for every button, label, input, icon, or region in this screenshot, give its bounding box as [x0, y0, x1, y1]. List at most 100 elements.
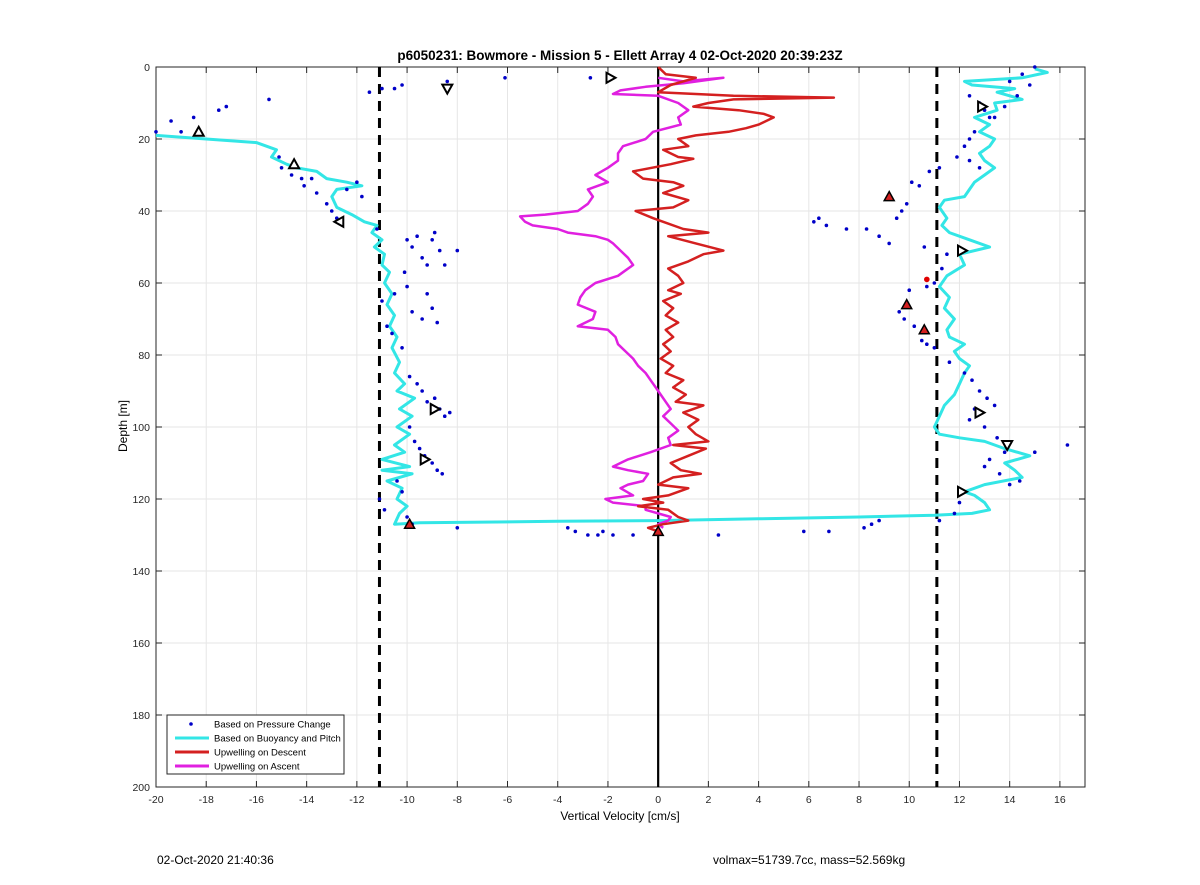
pressure-point: [967, 158, 972, 163]
pressure-point: [937, 166, 942, 170]
pressure-point: [430, 238, 434, 242]
legend-box: [166, 714, 345, 775]
pressure-point: [588, 76, 593, 80]
pressure-point: [962, 144, 967, 148]
pressure-point: [812, 220, 816, 224]
pressure-point: [982, 425, 987, 429]
pressure-point: [631, 533, 635, 537]
hollow-triangle-marker: [957, 243, 970, 258]
pressure-point: [982, 464, 987, 469]
hollow-triangle-marker: [440, 83, 454, 96]
y-tick-label: 60: [138, 278, 150, 290]
pressure-point: [447, 410, 452, 415]
pressure-point: [302, 184, 306, 188]
pressure-point: [400, 83, 404, 87]
legend-swatch-point: [189, 722, 193, 726]
pressure-point: [377, 497, 382, 501]
pressure-point: [345, 187, 349, 192]
pressure-point: [1002, 104, 1007, 109]
pressure-point: [887, 241, 891, 246]
pressure-point: [299, 176, 304, 181]
red-point-marker: [924, 276, 930, 283]
pressure-point: [415, 382, 419, 386]
pressure-point: [925, 342, 929, 347]
y-tick-label: 180: [132, 710, 150, 722]
pressure-point: [997, 472, 1002, 476]
x-tick-label: -14: [299, 794, 314, 806]
pressure-point: [324, 202, 329, 206]
pressure-point: [907, 288, 912, 293]
pressure-point: [382, 508, 387, 512]
pressure-point: [877, 518, 881, 523]
x-tick-label: 14: [1004, 794, 1016, 806]
descent-line: [631, 66, 836, 533]
legend: Based on Pressure Change Based on Buoyanc…: [166, 714, 345, 775]
pressure-point: [400, 346, 404, 350]
pressure-point: [442, 414, 447, 419]
pressure-point: [400, 490, 404, 494]
x-tick-label: -8: [453, 794, 462, 806]
pressure-point: [611, 533, 615, 537]
pressure-point: [985, 396, 989, 401]
pressure-point: [375, 227, 379, 231]
pressure-point: [435, 320, 440, 325]
pressure-point: [955, 155, 959, 159]
pressure-point: [827, 529, 831, 534]
pressure-point: [932, 281, 937, 285]
pressure-point: [947, 360, 952, 365]
pressure-point: [1032, 65, 1037, 69]
y-tick-label: 20: [138, 134, 150, 146]
hollow-triangle-marker: [429, 402, 442, 416]
pressure-point: [455, 526, 460, 530]
plot-frame: [155, 66, 1086, 788]
pressure-point: [405, 284, 409, 289]
pressure-point: [154, 130, 158, 134]
pressure-point: [440, 472, 445, 476]
pressure-point: [191, 115, 196, 120]
legend-label: Upwelling on Ascent: [214, 762, 300, 773]
pressure-point: [1007, 482, 1012, 487]
y-tick-label: 100: [132, 422, 150, 434]
y-axis-label: Depth [m]: [116, 400, 130, 452]
pressure-point: [309, 176, 314, 181]
pressure-point: [367, 90, 372, 94]
pressure-point: [801, 529, 806, 534]
pressure-point: [1027, 83, 1032, 87]
hollow-triangle-marker: [287, 157, 301, 170]
pressure-point: [425, 292, 429, 296]
marker-layer: [154, 65, 1070, 537]
filled-triangle-marker: [918, 323, 931, 335]
y-tick-label: 140: [132, 566, 150, 578]
pressure-point: [437, 248, 442, 253]
hollow-triangle-marker: [1000, 440, 1014, 453]
hollow-triangle-marker: [974, 405, 987, 420]
pressure-point: [405, 515, 409, 519]
pressure-point: [565, 526, 570, 530]
x-tick-label: -18: [199, 794, 214, 806]
filled-triangle-marker: [900, 298, 913, 310]
hollow-triangle-marker: [192, 124, 206, 137]
pressure-point: [902, 317, 907, 321]
pressure-point: [992, 403, 997, 408]
pressure-point: [817, 216, 821, 220]
pressure-point: [967, 137, 972, 141]
pressure-point: [432, 230, 437, 235]
pressure-point: [267, 97, 271, 102]
pressure-point: [970, 378, 974, 383]
pressure-point: [169, 119, 173, 123]
x-tick-label: -12: [349, 794, 364, 806]
pressure-point: [417, 446, 422, 451]
x-tick-label: -16: [249, 794, 264, 806]
pressure-point: [355, 180, 359, 184]
x-tick-label: -10: [399, 794, 414, 806]
pressure-point: [925, 284, 929, 289]
pressure-point: [360, 194, 364, 199]
pressure-point: [824, 223, 829, 228]
pressure-point: [1017, 479, 1022, 483]
pressure-point: [894, 216, 899, 220]
pressure-point: [716, 533, 721, 537]
pressure-point: [869, 522, 874, 526]
pressure-point: [224, 104, 229, 109]
hollow-triangle-marker: [957, 485, 970, 499]
pressure-point: [586, 533, 590, 537]
